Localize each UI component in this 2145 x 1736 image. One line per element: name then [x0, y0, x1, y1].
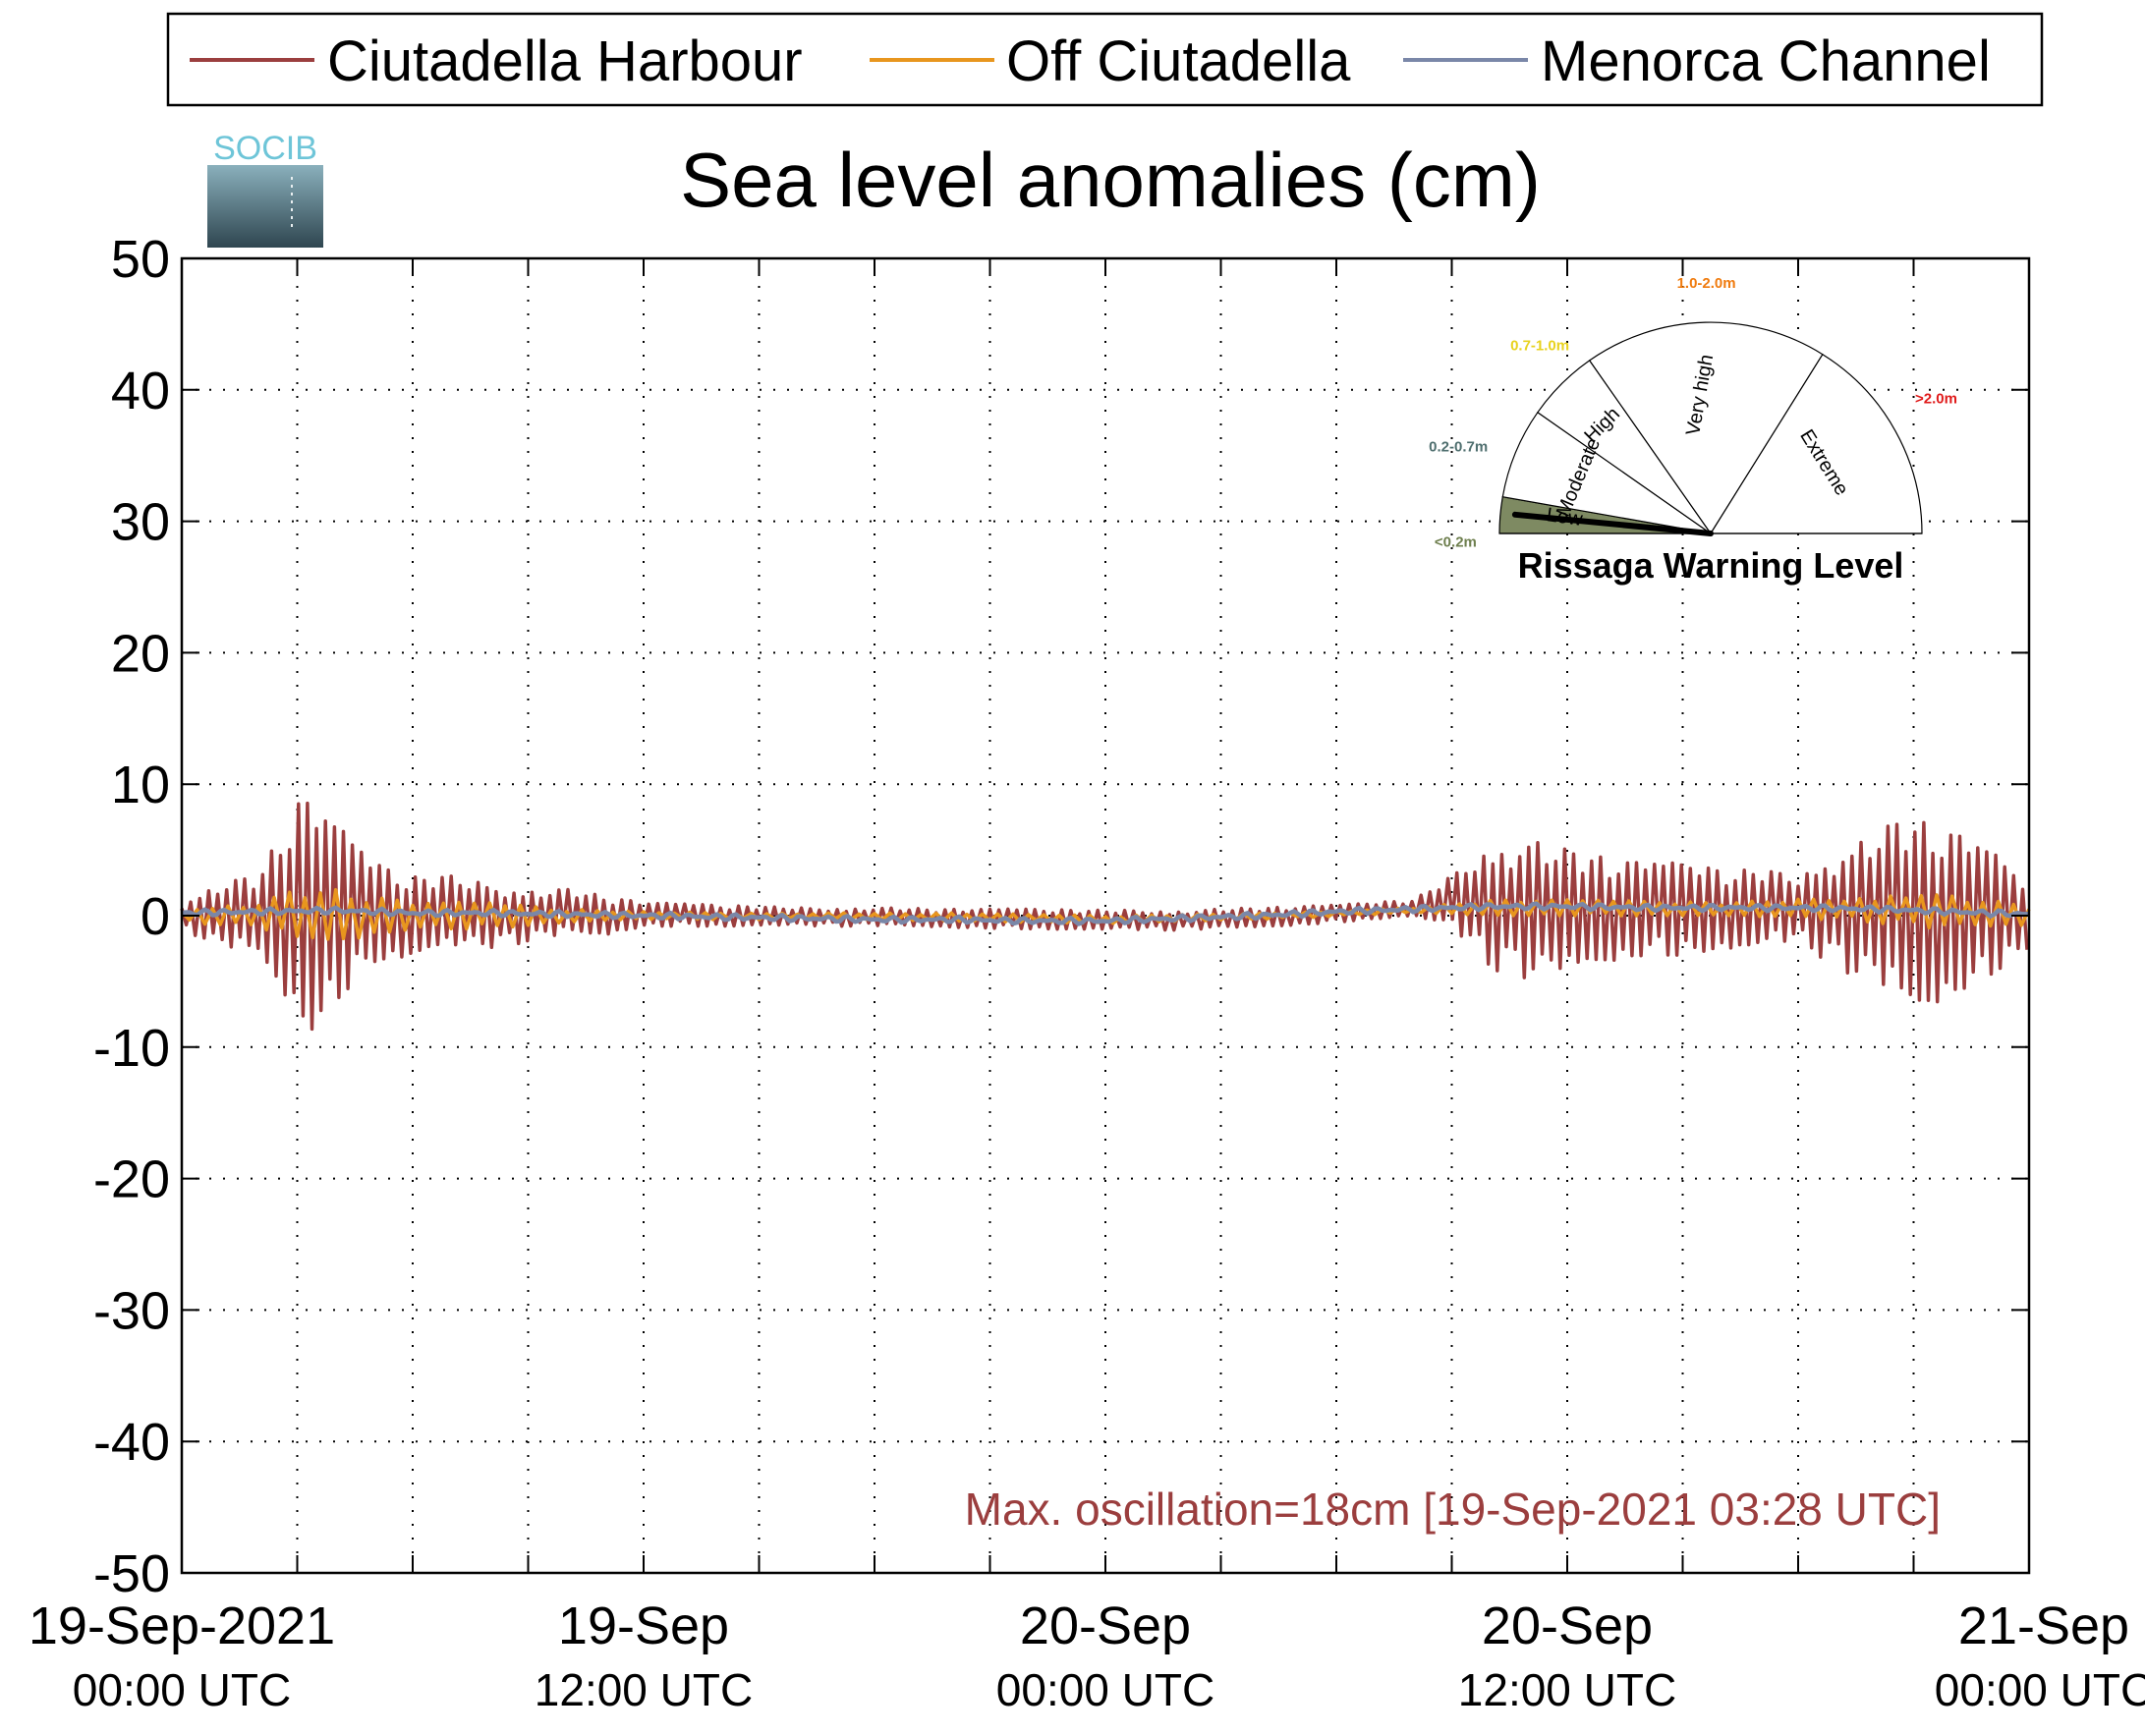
x-tick-label-time: 00:00 UTC	[1935, 1664, 2145, 1715]
y-tick-label: -10	[93, 1019, 170, 1078]
gauge-range-moderate: 0.2-0.7m	[1429, 439, 1488, 456]
socib-logo: SOCIB	[207, 130, 323, 248]
x-tick-label-time: 00:00 UTC	[73, 1664, 291, 1715]
socib-logo-text: SOCIB	[213, 130, 317, 167]
x-tick-label-date: 20-Sep	[1020, 1596, 1191, 1655]
axis-ticks	[181, 257, 2030, 1574]
series-line-off-ciutadella	[180, 887, 2031, 941]
legend: Ciutadella Harbour Off Ciutadella Menorc…	[166, 12, 2044, 107]
gauge-needle	[1511, 511, 1714, 536]
x-tick-label-time: 12:00 UTC	[1458, 1664, 1676, 1715]
y-tick-label: 50	[111, 230, 170, 289]
rissaga-warning-gauge: Rissaga Warning Level LowModerateHighVer…	[1429, 275, 1957, 586]
legend-label-ciutadella-harbour: Ciutadella Harbour	[327, 29, 803, 93]
gauge-range-low: <0.2m	[1435, 534, 1477, 551]
series-layer	[180, 801, 2031, 1032]
gauge-title: Rissaga Warning Level	[1518, 545, 1904, 586]
x-tick-label-time: 12:00 UTC	[535, 1664, 753, 1715]
legend-label-menorca-channel: Menorca Channel	[1541, 29, 1991, 93]
y-tick-label: -20	[93, 1150, 170, 1209]
series-line-menorca-channel	[181, 901, 2030, 926]
y-tick-label: 10	[111, 756, 170, 814]
x-tick-label-date: 21-Sep	[1958, 1596, 2129, 1655]
y-tick-label: 20	[111, 624, 170, 683]
gauge-range-very-high: 1.0-2.0m	[1677, 275, 1736, 292]
legend-label-off-ciutadella: Off Ciutadella	[1006, 29, 1351, 93]
y-tick-label: 30	[111, 493, 170, 552]
chart-title: Sea level anomalies (cm)	[680, 137, 1541, 223]
x-tick-label-date: 20-Sep	[1482, 1596, 1653, 1655]
x-tick-label-time: 00:00 UTC	[996, 1664, 1214, 1715]
gauge-sector-very-high	[1588, 321, 1824, 535]
y-tick-label: -30	[93, 1281, 170, 1340]
x-axis: 19-Sep-2021 00:00 UTC 19-Sep 12:00 UTC 20-Se…	[28, 1596, 2145, 1715]
y-tick-label: -40	[93, 1413, 170, 1472]
gauge-sector-extreme	[1709, 353, 1923, 534]
y-tick-label: 40	[111, 362, 170, 420]
y-tick-label: 0	[141, 887, 170, 946]
max-oscillation-annotation: Max. oscillation=18cm [19-Sep-2021 03:28…	[965, 1484, 1941, 1535]
x-tick-label-date: 19-Sep-2021	[28, 1596, 335, 1655]
gauge-range-high: 0.7-1.0m	[1510, 338, 1569, 355]
legend-box	[166, 12, 2044, 107]
y-tick-label: -50	[93, 1544, 170, 1603]
gauge-range-extreme: >2.0m	[1915, 391, 1957, 408]
y-axis: 50 40 30 20 10 0 -10 -20 -30 -40 -50	[93, 230, 170, 1603]
x-tick-label-date: 19-Sep	[558, 1596, 729, 1655]
